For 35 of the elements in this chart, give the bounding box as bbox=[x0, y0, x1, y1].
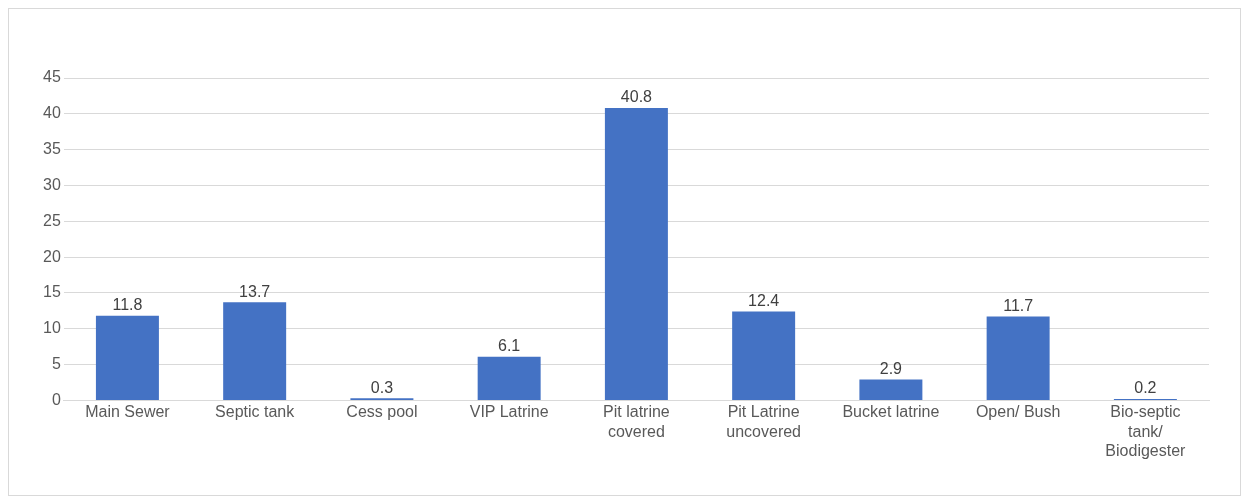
data-label: 11.8 bbox=[112, 296, 143, 314]
x-tick-label: VIP Latrine bbox=[469, 403, 549, 421]
x-tick-label: Bio-septic tank/ Biodigester bbox=[1105, 403, 1187, 459]
y-tick-label: 0 bbox=[51, 390, 61, 408]
data-label: 13.7 bbox=[239, 282, 271, 300]
y-tick-label: 35 bbox=[43, 140, 61, 158]
bar bbox=[604, 108, 668, 400]
data-label: 40.8 bbox=[620, 88, 653, 106]
y-tick-label: 5 bbox=[51, 354, 61, 372]
bar bbox=[732, 311, 796, 400]
bar bbox=[986, 316, 1050, 400]
x-tick-label: Main Sewer bbox=[85, 403, 171, 421]
x-tick-label: Pit latrine covered bbox=[603, 403, 670, 440]
y-tick-label: 25 bbox=[43, 211, 61, 229]
y-tick-label: 45 bbox=[43, 68, 61, 86]
y-tick-label: 30 bbox=[43, 175, 61, 193]
y-tick-label: 10 bbox=[43, 319, 61, 337]
data-label: 0.2 bbox=[1134, 379, 1157, 397]
data-label: 2.9 bbox=[879, 360, 903, 378]
bar bbox=[477, 356, 541, 400]
x-tick-label: Pit Latrine uncovered bbox=[726, 403, 801, 440]
bar bbox=[223, 302, 287, 400]
data-label: 12.4 bbox=[748, 291, 780, 309]
y-tick-label: 40 bbox=[43, 104, 61, 122]
x-tick-label: Cess pool bbox=[346, 403, 418, 421]
bar bbox=[859, 379, 923, 400]
x-tick-label: Open/ Bush bbox=[975, 403, 1061, 421]
x-tick-label: Septic tank bbox=[215, 403, 296, 421]
x-tick-label: Bucket latrine bbox=[842, 403, 940, 421]
data-label: 11.7 bbox=[1003, 296, 1034, 314]
y-tick-label: 15 bbox=[43, 283, 61, 301]
bar bbox=[95, 315, 159, 400]
y-tick-label: 20 bbox=[43, 247, 61, 265]
data-label: 6.1 bbox=[498, 337, 521, 355]
data-label: 0.3 bbox=[370, 378, 394, 396]
